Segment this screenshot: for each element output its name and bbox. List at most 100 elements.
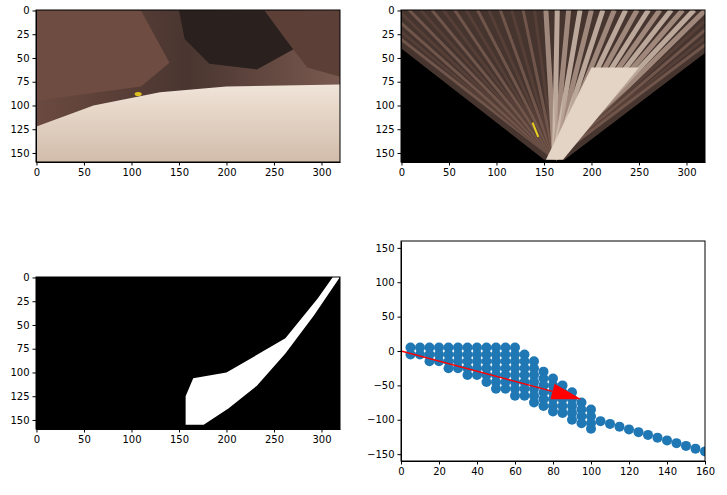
- tick-label: 150: [10, 415, 29, 426]
- image-background: [36, 10, 340, 162]
- tick-label: 0: [388, 5, 394, 16]
- tick-label: 200: [217, 167, 236, 178]
- tick-label: 100: [10, 100, 29, 111]
- tick-mark: [544, 162, 545, 166]
- tick-label: 100: [582, 466, 601, 477]
- scatter-point: [463, 370, 473, 380]
- scatter-point: [643, 430, 653, 440]
- tick-mark: [639, 162, 640, 166]
- tick: 75: [17, 76, 36, 87]
- scatter-point: [548, 407, 558, 417]
- tick-label: 150: [375, 148, 394, 159]
- scatter-point: [691, 444, 701, 454]
- tick-label: 80: [547, 466, 560, 477]
- tick-label: 25: [382, 29, 395, 40]
- tick: 300: [312, 162, 331, 178]
- warped-streak: [512, 10, 555, 159]
- tick: 100: [375, 277, 401, 288]
- tick: 160: [696, 461, 715, 477]
- frame: [401, 241, 705, 461]
- tick-mark: [439, 461, 440, 465]
- tick-label: 100: [122, 167, 141, 178]
- axis-line: [402, 162, 706, 163]
- tick-mark: [33, 325, 37, 326]
- tick-label: 0: [399, 167, 405, 178]
- tick: 100: [375, 100, 401, 111]
- tick: 0: [388, 346, 401, 357]
- tick-mark: [33, 277, 37, 278]
- tick: 40: [471, 461, 484, 477]
- sand: [36, 85, 340, 162]
- tick-mark: [401, 461, 402, 465]
- y-axis: 0255075100125150: [375, 5, 401, 162]
- tick-label: 100: [487, 167, 506, 178]
- tick: 140: [658, 461, 677, 477]
- tick: 100: [122, 162, 141, 178]
- scatter-point: [482, 377, 492, 387]
- x-axis: 050100150200250300: [34, 429, 341, 445]
- rock: [36, 10, 169, 100]
- tick: 80: [547, 461, 560, 477]
- tick-mark: [33, 129, 37, 130]
- x-axis: 020406080100120140160: [398, 461, 715, 477]
- tick-label: 300: [312, 167, 331, 178]
- tick-label: −150: [367, 449, 394, 460]
- tick: −50: [373, 380, 401, 391]
- tick-label: 50: [78, 434, 91, 445]
- tick: 125: [10, 391, 36, 402]
- scatter-point: [567, 415, 577, 425]
- tick: 200: [217, 429, 236, 445]
- tick-mark: [629, 461, 630, 465]
- tick-mark: [274, 429, 275, 433]
- tick: 150: [535, 162, 554, 178]
- tick-label: 150: [535, 167, 554, 178]
- tick-mark: [84, 429, 85, 433]
- tick: 120: [620, 461, 639, 477]
- tick: 150: [375, 243, 401, 254]
- tick-mark: [398, 317, 402, 318]
- tick-mark: [667, 461, 668, 465]
- plot-area: [401, 343, 705, 457]
- scatter-point: [510, 391, 520, 401]
- frame: [36, 277, 340, 429]
- axis-line: [37, 162, 341, 163]
- tick: 100: [10, 100, 36, 111]
- tick-mark: [398, 105, 402, 106]
- frame: [36, 10, 340, 162]
- tick-mark: [33, 420, 37, 421]
- tick-label: 75: [382, 76, 395, 87]
- tick-mark: [705, 461, 706, 465]
- tick-label: 150: [170, 167, 189, 178]
- axis-line: [37, 429, 341, 430]
- tick: 125: [10, 124, 36, 135]
- warped-streak: [523, 10, 554, 159]
- tick: 0: [23, 272, 36, 283]
- tick-mark: [591, 162, 592, 166]
- tick-label: 140: [658, 466, 677, 477]
- tick-mark: [553, 461, 554, 465]
- frame: [401, 10, 705, 162]
- tick: 0: [34, 429, 40, 445]
- tick: 0: [399, 162, 405, 178]
- tick-label: 0: [23, 272, 29, 283]
- tick: 50: [78, 162, 91, 178]
- tick-label: 250: [265, 434, 284, 445]
- tick-label: 100: [375, 100, 394, 111]
- rock-sample: [135, 92, 142, 96]
- scatter-point: [586, 424, 596, 434]
- tick-mark: [33, 349, 37, 350]
- scatter-point: [615, 422, 625, 432]
- tick-mark: [33, 301, 37, 302]
- tick: 300: [312, 429, 331, 445]
- tick-mark: [591, 461, 592, 465]
- scatter-point: [662, 435, 672, 445]
- tick-mark: [179, 162, 180, 166]
- tick-label: 100: [10, 367, 29, 378]
- x-axis: 050100150200250300: [34, 162, 341, 178]
- tick: 100: [10, 367, 36, 378]
- tick: 0: [34, 162, 40, 178]
- tick-mark: [226, 429, 227, 433]
- tick-mark: [398, 282, 402, 283]
- scatter-point: [634, 427, 644, 437]
- axis-line: [401, 242, 402, 462]
